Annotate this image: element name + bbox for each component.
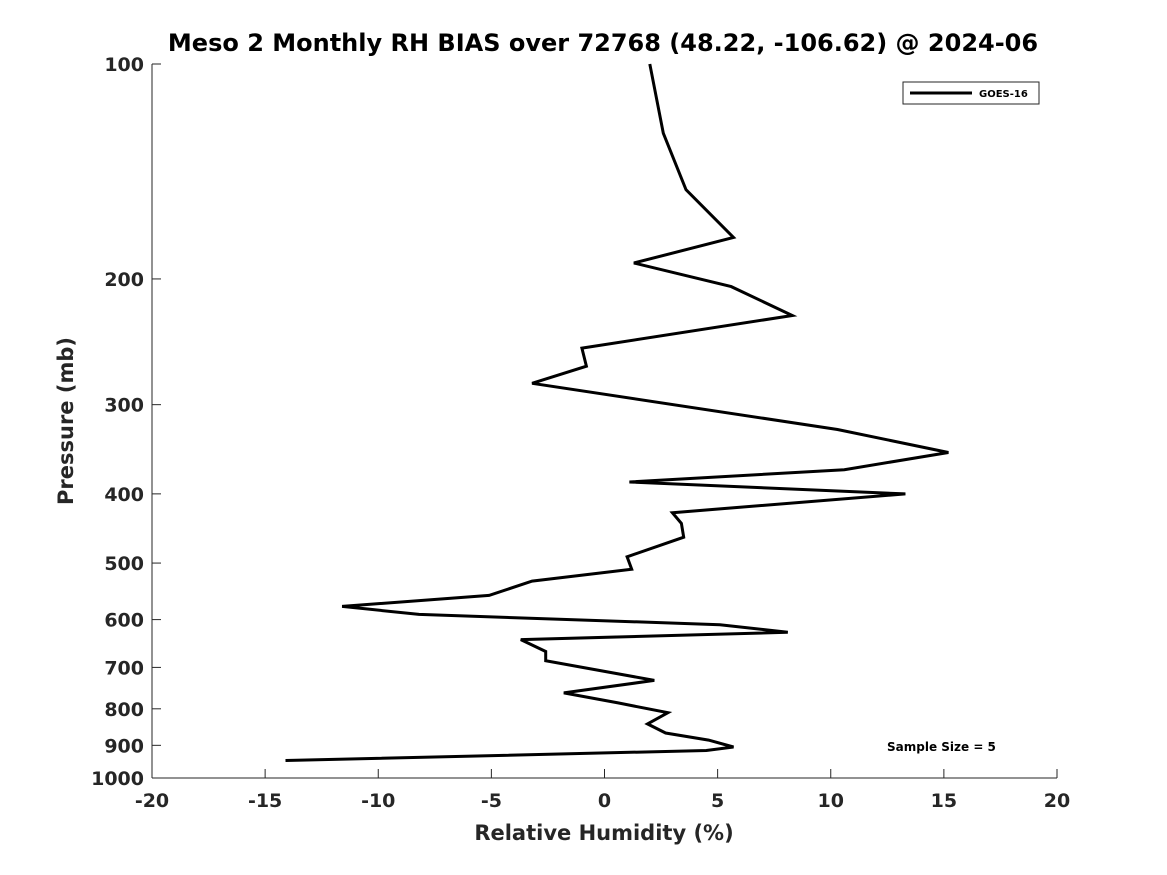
y-tick-label: 900 bbox=[104, 735, 144, 757]
chart-title: Meso 2 Monthly RH BIAS over 72768 (48.22… bbox=[168, 29, 1038, 57]
y-tick-label: 700 bbox=[104, 657, 144, 679]
legend-label-goes-16: GOES-16 bbox=[979, 89, 1028, 100]
x-tick-label: -10 bbox=[361, 790, 395, 812]
x-tick-label: 20 bbox=[1044, 790, 1070, 812]
x-tick-label: 10 bbox=[818, 790, 844, 812]
y-tick-label: 100 bbox=[104, 54, 144, 76]
x-tick-label: -15 bbox=[248, 790, 282, 812]
y-tick-label: 400 bbox=[104, 484, 144, 506]
legend: GOES-16 bbox=[902, 81, 1040, 105]
y-tick-label: 500 bbox=[104, 553, 144, 575]
x-tick-label: -20 bbox=[135, 790, 169, 812]
y-tick-label: 200 bbox=[104, 269, 144, 291]
y-axis-label: Pressure (mb) bbox=[54, 337, 78, 505]
x-tick-label: -5 bbox=[481, 790, 502, 812]
x-tick-label: 15 bbox=[931, 790, 957, 812]
x-tick-label: 0 bbox=[598, 790, 611, 812]
y-tick-label: 1000 bbox=[91, 768, 144, 790]
sample-size-annotation: Sample Size = 5 bbox=[887, 740, 996, 754]
x-axis-label: Relative Humidity (%) bbox=[474, 821, 733, 845]
y-axis-ticks: 100 200 300 400 500 600 700 800 900 1000 bbox=[91, 54, 161, 790]
x-tick-label: 5 bbox=[711, 790, 724, 812]
series-line-goes-16 bbox=[285, 63, 949, 762]
x-axis-ticks: -20 -15 -10 -5 0 5 10 15 20 bbox=[135, 769, 1070, 812]
y-tick-label: 800 bbox=[104, 699, 144, 721]
y-tick-label: 300 bbox=[104, 395, 144, 417]
y-tick-label: 600 bbox=[104, 610, 144, 632]
